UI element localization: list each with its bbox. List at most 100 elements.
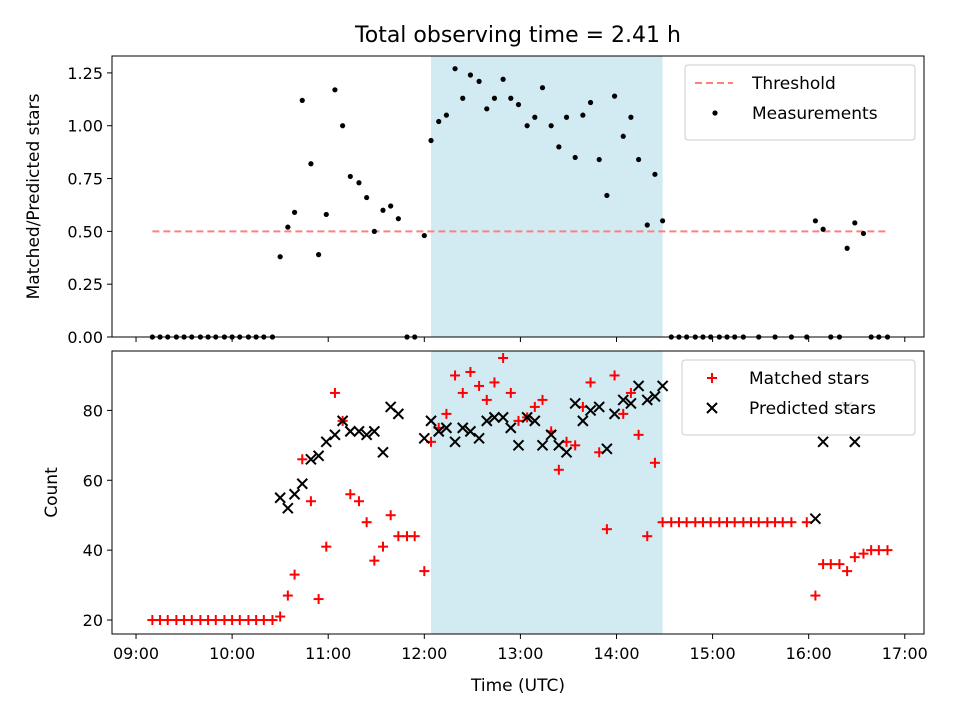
matched-stars-point [882,545,893,556]
y-tick-label: 40 [83,541,103,560]
predicted-stars-point [282,502,294,514]
matched-stars-point [419,566,430,577]
predicted-stars-point [560,446,573,459]
matched-stars-point [801,517,812,528]
legend-box [681,359,916,436]
matched-stars-point [553,464,564,475]
matched-stars-point [642,531,653,542]
matched-stars-point [498,352,509,363]
measurements-point [484,106,490,112]
matched-stars-point [513,415,524,426]
predicted-stars-point [641,394,653,406]
matched-stars-point [601,524,612,535]
x-axis-label: Time (UTC) [470,676,565,696]
matched-stars-point [361,517,372,528]
matched-stars-point [369,555,380,566]
predicted-stars-point [601,443,613,455]
matched-stars-point [842,566,853,577]
measurements-point [852,220,858,226]
measurements-point [323,211,329,218]
bottom-panel-frame [111,350,925,635]
measurements-point [491,95,498,101]
bottom-x-ticks: 09:00 10:00 11:00 12:00 13:00 14:00 15:00 16:00… [113,634,928,663]
matched-stars-point [321,541,332,552]
matched-stars-point [409,531,420,542]
predicted-stars-point [296,478,308,490]
matched-stars-point [633,429,644,440]
matched-stars-point [858,548,869,559]
legend-label: Predicted stars [749,399,876,419]
predicted-stars-point [425,415,437,427]
x-tick-label: 15:00 [690,644,736,663]
top-panel: 0.00 0.25 0.50 0.75 1.00 1.25 Matched/Predict… [24,55,925,347]
measurements-point [532,114,538,120]
y-tick-label: 0.50 [67,222,103,241]
predicted-stars-point [353,425,365,438]
legend-box [684,64,916,141]
matched-stars-point [162,615,173,626]
predicted-stars-point [529,415,541,427]
y-tick-label: 20 [83,611,103,630]
x-tick-label: 14:00 [593,644,639,663]
predicted-stars-point [336,415,349,427]
predicted-stars-point [392,408,405,420]
measurements-point [500,76,506,82]
x-tick-label: 10:00 [209,644,255,663]
legend-marker [707,373,717,383]
measurements-point [364,194,370,201]
matched-stars-point [289,569,300,580]
measurements-point [452,66,458,72]
top-x-ticks [135,337,906,342]
matched-stars-point [585,377,596,388]
predicted-stars-point [288,488,301,500]
measurements-point [580,112,586,118]
predicted-stars-point [274,492,286,504]
measurements-point [539,85,546,91]
predicted-stars-point [632,380,645,392]
matched-stars-point [457,387,468,398]
measurements-point [395,216,401,222]
matched-stars-point [777,517,788,528]
matched-stars-point [353,496,364,507]
measurements-point [347,173,353,180]
bottom-legend: Matched stars Predicted stars [681,359,916,436]
measurements-point [460,95,466,101]
matched-stars-point [489,377,500,388]
measurements-point [428,137,434,144]
matched-stars-point [305,496,316,507]
matched-stars-point [329,387,340,398]
measurements-point [604,192,610,199]
legend-label: Matched stars [749,369,869,389]
measurements-point [515,101,522,108]
matched-stars-point [753,517,764,528]
measurements-point [572,154,578,161]
predicted-stars-point [656,380,669,392]
predicted-stars-point [584,404,597,417]
predicted-stars-point [809,512,822,525]
predicted-stars-point [617,394,629,406]
predicted-stars-point [418,432,431,445]
predicted-stars-point [608,408,621,420]
matched-stars-point [873,545,884,556]
measurements-point [332,87,338,93]
bottom-y-axis-label: Count [42,467,62,518]
matched-stars-point [505,387,516,398]
matched-stars-point [186,615,197,626]
predicted-stars-point [593,401,605,413]
measurements-point [596,156,602,163]
predicted-stars-point [521,411,533,424]
predicted-stars-point [512,439,525,452]
x-tick-label: 17:00 [882,644,928,663]
bottom-panel: 20 40 60 80 09:00 10:00 11:00 12:00 13:00 14:00 1… [42,350,928,663]
matched-stars-point [385,510,396,521]
predicted-stars-point [569,397,581,410]
predicted-stars-point [457,422,469,434]
x-tick-label: 09:00 [113,644,159,663]
top-y-ticks: 0.00 0.25 0.50 0.75 1.00 1.25 [67,64,112,347]
matched-stars-point [450,370,461,381]
predicted-stars-point [625,397,637,410]
matched-stars-point [649,457,660,468]
predicted-stars-point [433,425,445,438]
measurements-point [524,123,530,129]
matched-stars-point [570,440,581,451]
